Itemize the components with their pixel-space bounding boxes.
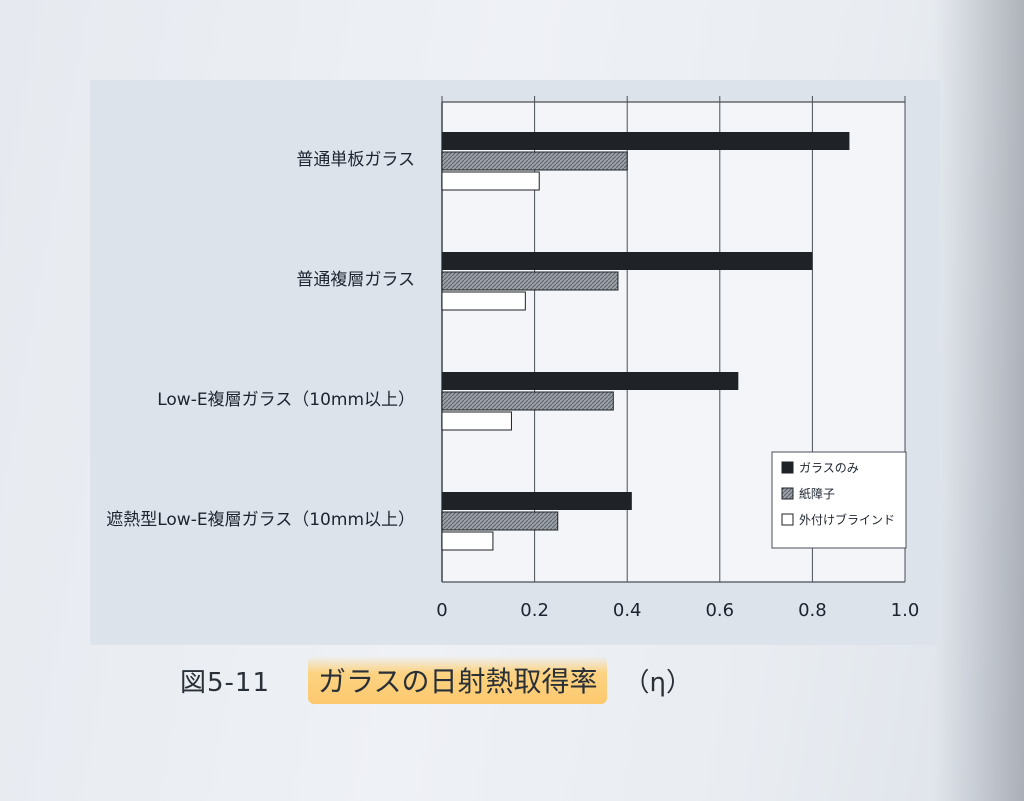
bar-1-4 xyxy=(442,492,632,510)
bar-1-1 xyxy=(442,132,850,150)
legend-swatch xyxy=(781,461,794,474)
legend-box xyxy=(771,451,907,549)
bar-2-2 xyxy=(441,271,619,291)
figure-number: 図5-11 xyxy=(180,667,271,698)
x-tick-label: 0.2 xyxy=(520,600,549,621)
bar-2-3 xyxy=(441,391,614,411)
category-label: 普通単板ガラス xyxy=(296,150,415,170)
figure-title: ガラスの日射熱取得率 xyxy=(308,656,608,704)
figure-symbol: （η） xyxy=(623,667,692,698)
bar-3-2 xyxy=(441,291,526,311)
bar-1-2 xyxy=(442,252,813,270)
category-label: 普通複層ガラス xyxy=(296,270,415,290)
x-tick-label: 1.0 xyxy=(891,600,920,621)
category-label: 遮熱型Low-E複層ガラス（10mm以上） xyxy=(106,510,415,530)
legend-label: 外付けブラインド xyxy=(799,512,895,527)
bar-2-1 xyxy=(441,151,628,171)
tick-label-layer: 0 0.2 0.4 0.6 0.8 1.0 xyxy=(436,600,919,621)
bar-2-4 xyxy=(441,511,559,531)
legend-swatch xyxy=(781,513,794,526)
legend-swatch xyxy=(781,487,794,500)
x-tick-label: 0.4 xyxy=(613,600,642,621)
bar-1-3 xyxy=(442,372,739,390)
figure-caption: 図5-11 ガラスの日射熱取得率 （η） xyxy=(180,650,880,710)
page-spine-shadow xyxy=(934,0,1024,801)
bar-layer xyxy=(441,132,850,551)
bar-3-1 xyxy=(441,171,540,191)
bar-3-3 xyxy=(441,411,512,431)
x-tick-label: 0 xyxy=(436,600,447,621)
category-label: Low-E複層ガラス（10mm以上） xyxy=(157,390,415,410)
legend-label: ガラスのみ xyxy=(799,461,859,475)
x-tick-label: 0.6 xyxy=(705,600,734,621)
x-tick-label: 0.8 xyxy=(798,600,827,621)
bar-3-4 xyxy=(441,531,494,551)
legend-label: 紙障子 xyxy=(799,486,835,501)
